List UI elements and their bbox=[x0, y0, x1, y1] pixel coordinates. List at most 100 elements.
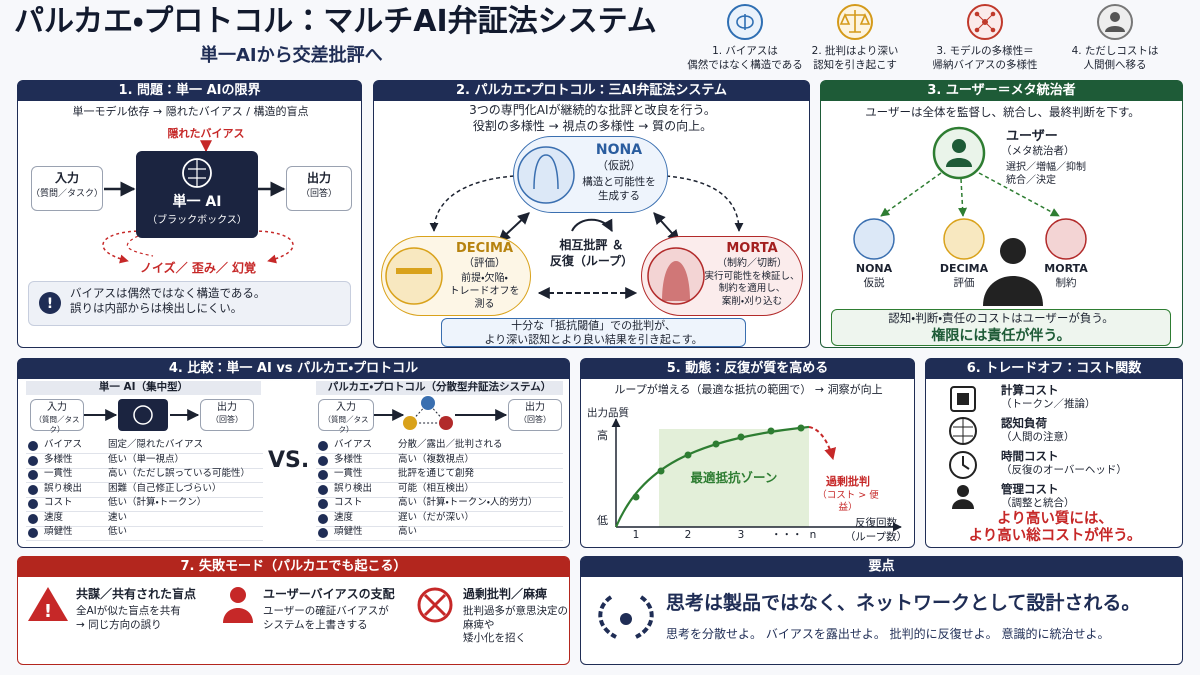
x-tick-label: 3 bbox=[737, 529, 745, 541]
row-icon bbox=[28, 455, 38, 466]
row-label: 多様性 bbox=[44, 453, 73, 465]
circle bbox=[943, 218, 985, 260]
circle bbox=[990, 27, 996, 33]
path bbox=[1105, 26, 1125, 32]
row-label: 頑健性 bbox=[44, 526, 73, 537]
label: 構造と可能性を 生成する bbox=[582, 176, 656, 202]
label: 低 bbox=[597, 514, 608, 527]
cost-sub: （調整と統合） bbox=[1001, 497, 1075, 509]
label: 単一 AI（集中型） bbox=[26, 381, 261, 395]
path bbox=[634, 595, 654, 639]
label: （質問／タスク） bbox=[323, 415, 369, 434]
row-line bbox=[316, 511, 563, 512]
circle bbox=[990, 11, 996, 17]
p7: 7. 失敗モード（パルカエでも起こる） ! 共謀／共有された盲点 全AIが似た盲点… bbox=[17, 556, 570, 665]
circle bbox=[932, 126, 986, 180]
label: 前提・欠陥・ トレードオフを 測る bbox=[449, 273, 520, 310]
row-value: 分散／露出／批判される bbox=[398, 439, 503, 450]
row-line bbox=[26, 540, 263, 541]
failure-name: 共謀／共有された盲点 bbox=[76, 587, 197, 601]
row-label: バイアス bbox=[44, 439, 83, 450]
g bbox=[632, 424, 805, 501]
row-line bbox=[316, 496, 563, 498]
row-label: 誤り検出 bbox=[334, 482, 373, 494]
row-label: 速度 bbox=[44, 511, 64, 523]
principle: 1. バイアスは 偶然ではなく構造である bbox=[687, 45, 803, 71]
label: 実行可能性を検証し、 制約を適用し、 案削・刈り込む bbox=[704, 271, 800, 307]
row-line bbox=[316, 467, 563, 469]
cost-name: 計算コスト bbox=[1001, 383, 1059, 397]
path bbox=[423, 593, 447, 617]
row-line bbox=[316, 482, 563, 483]
path bbox=[126, 235, 154, 257]
circle bbox=[133, 405, 153, 425]
x-tick-label: ・・・ bbox=[771, 529, 803, 541]
path bbox=[665, 175, 744, 232]
circle bbox=[712, 440, 720, 448]
label: 認知・判断・責任のコストはユーザーが負う。 bbox=[888, 311, 1114, 325]
label: ユーザー bbox=[1006, 129, 1058, 144]
label: DECIMA bbox=[455, 241, 514, 256]
path bbox=[223, 608, 253, 623]
label: 入力 bbox=[336, 402, 356, 413]
row-icon bbox=[318, 528, 328, 538]
label: 隠れたバイアス bbox=[167, 127, 245, 140]
path bbox=[408, 402, 448, 424]
circle bbox=[949, 451, 977, 479]
p8: 要点 思考は製品ではなく、ネットワークとして設計される。 思考を分散せよ。 バイ… bbox=[580, 556, 1183, 665]
label: 3つの専門化AIが継続的な批評と改良を行う。 役割の多様性 → 視点の多様性 →… bbox=[469, 103, 716, 133]
principle: 4. ただしコストは 人間側へ移る bbox=[1071, 45, 1159, 71]
row-label: 多様性 bbox=[334, 453, 363, 465]
circle bbox=[1045, 218, 1087, 260]
path bbox=[880, 172, 942, 217]
label: NONA bbox=[595, 142, 643, 158]
failure-name: ユーザーバイアスの支配 bbox=[263, 587, 395, 601]
label: （メタ統治者） bbox=[1001, 145, 1075, 157]
box bbox=[831, 309, 1171, 346]
row-line bbox=[26, 453, 263, 454]
label: （回答） bbox=[519, 415, 551, 424]
box bbox=[31, 166, 103, 211]
circle bbox=[417, 587, 453, 623]
panel-title: 1. 問題：単一 AIの限界 bbox=[18, 81, 361, 101]
path bbox=[736, 14, 754, 30]
label: 入力 bbox=[47, 402, 67, 413]
row-line bbox=[316, 525, 563, 527]
row-icon bbox=[318, 484, 328, 495]
principle: 3. モデルの多様性＝ 帰納バイアスの多様性 bbox=[932, 45, 1038, 71]
path bbox=[976, 13, 994, 31]
p4: 4. 比較：単一 AI vs パルカエ・プロトコル 単一 AI（集中型） パルカ… bbox=[17, 358, 570, 548]
failure-text: ユーザーの確証バイアスが システムを上書きする bbox=[263, 605, 389, 631]
label: より高い質には、 より高い総コストが伴う。 bbox=[968, 511, 1142, 545]
label: ノイズ／ 歪み／ 幻覚 bbox=[140, 261, 256, 275]
agent-name: DECIMA bbox=[939, 262, 989, 275]
cost-sub: （人間の注意） bbox=[1001, 431, 1075, 443]
row-value: 固定／隠れたバイアス bbox=[108, 439, 204, 450]
circle bbox=[1000, 238, 1026, 264]
label: 単一 AI bbox=[172, 194, 222, 210]
row-label: コスト bbox=[44, 497, 73, 508]
row-value: 低い bbox=[108, 526, 128, 537]
cost-sub: （反復のオーバーヘッド） bbox=[1001, 464, 1127, 476]
panel-title: 要点 bbox=[581, 557, 1182, 577]
row-line bbox=[26, 496, 263, 498]
p2: 2. パルカエ・プロトコル：三AI弁証法システム 3つの専門化AIが継続的な批評… bbox=[373, 80, 810, 348]
label: 入力 bbox=[54, 171, 79, 185]
label: パルカエ・プロトコル（分散型弁証法システム） bbox=[316, 381, 563, 395]
label: 出力 bbox=[306, 171, 331, 185]
label: 単一モデル依存 → 隠れたバイアス / 構造的盲点 bbox=[72, 105, 309, 118]
label: ループが増える（最適な抵抗の範囲で） → 洞察が向上 bbox=[614, 383, 883, 396]
cost-name: 管理コスト bbox=[1001, 482, 1059, 496]
row-icon bbox=[318, 499, 328, 509]
box bbox=[441, 318, 746, 347]
cost-sub: （トークン／推論） bbox=[1001, 398, 1096, 410]
p3: 3. ユーザー＝メタ統治者 ユーザーは全体を監督し、統合し、最終判断を下す。 ユ… bbox=[820, 80, 1183, 348]
row-icon bbox=[28, 441, 38, 451]
x-tick-label: 2 bbox=[684, 529, 692, 541]
rect bbox=[118, 399, 168, 431]
label: VS. bbox=[268, 448, 310, 473]
row-icon bbox=[318, 441, 328, 451]
row-icon bbox=[318, 513, 328, 524]
row-icon bbox=[318, 455, 328, 466]
